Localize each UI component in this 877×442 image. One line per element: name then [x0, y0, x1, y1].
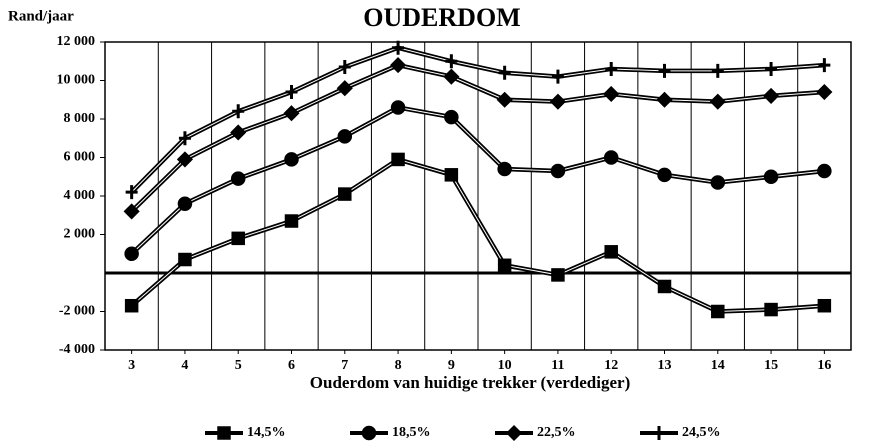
x-tick-label: 6 [288, 358, 295, 373]
data-point [123, 203, 140, 220]
legend-label: 18,5% [392, 425, 431, 440]
data-point [711, 63, 724, 78]
data-point [443, 68, 460, 85]
y-tick-label: 10 000 [57, 73, 96, 88]
data-point [338, 60, 351, 75]
x-tick-label: 5 [235, 358, 242, 373]
data-point [551, 69, 564, 84]
y-tick-label: 8 000 [64, 111, 96, 126]
data-point [124, 298, 139, 313]
data-point [551, 268, 565, 282]
data-point [232, 104, 245, 119]
data-point [338, 187, 352, 201]
y-tick-label: 4 000 [64, 188, 96, 203]
data-point [444, 168, 459, 182]
data-point [230, 124, 247, 141]
x-tick-label: 14 [711, 358, 725, 373]
data-point [657, 167, 672, 183]
legend-label: 14,5% [247, 425, 286, 440]
x-tick-label: 3 [128, 358, 135, 373]
x-tick-label: 10 [498, 358, 512, 373]
chart-title: OUDERDOM [363, 3, 520, 32]
x-axis-label: Ouderdom van huidige trekker (verdediger… [310, 373, 630, 392]
legend-label: 24,5% [682, 425, 721, 440]
series-line-inner [131, 64, 825, 212]
data-point [124, 246, 139, 261]
data-point [390, 100, 406, 115]
data-point [709, 93, 726, 110]
legend-label: 22,5% [537, 425, 576, 440]
x-tick-label: 15 [764, 358, 778, 373]
data-point [817, 298, 832, 313]
legend-marker [653, 426, 665, 440]
data-point [765, 61, 778, 76]
x-tick-label: 13 [658, 358, 672, 373]
series-line-inner [131, 106, 825, 255]
data-point [764, 302, 778, 317]
data-point [284, 152, 299, 167]
data-point [549, 93, 566, 110]
data-point [550, 163, 566, 179]
data-point [176, 151, 193, 168]
legend-marker [217, 426, 231, 440]
y-tick-label: 12 000 [57, 34, 96, 49]
y-tick-label: 6 000 [64, 150, 96, 165]
x-tick-label: 11 [551, 358, 564, 373]
y-tick-label: -2 000 [59, 304, 95, 319]
data-point [285, 85, 298, 100]
data-point [177, 196, 193, 211]
data-point [604, 245, 618, 259]
x-tick-label: 12 [604, 358, 618, 373]
data-point [656, 91, 673, 108]
data-point [178, 131, 191, 146]
data-point [711, 304, 725, 319]
data-point [445, 54, 458, 69]
data-point [283, 105, 300, 122]
data-point [496, 91, 513, 108]
data-point [817, 163, 832, 179]
data-point [818, 58, 831, 73]
data-point [763, 169, 779, 184]
data-point [497, 258, 512, 273]
data-point [284, 214, 299, 228]
data-point [498, 65, 511, 80]
data-point [392, 40, 405, 55]
series-line-inner [131, 158, 825, 313]
data-point [603, 85, 620, 103]
data-point [444, 109, 459, 125]
data-point [390, 57, 407, 74]
data-point [230, 171, 246, 186]
data-point [336, 80, 353, 97]
y-tick-label: 2 000 [64, 227, 96, 242]
data-point [763, 87, 780, 104]
data-point [125, 185, 138, 200]
x-tick-label: 4 [181, 358, 188, 373]
data-point [178, 252, 192, 267]
data-point [391, 152, 405, 167]
y-tick-label: -4 000 [59, 342, 95, 357]
data-point [337, 129, 353, 144]
x-tick-label: 7 [341, 358, 348, 373]
data-point [710, 175, 726, 190]
x-tick-label: 16 [817, 358, 831, 373]
y-axis-label: Rand/jaar [8, 8, 74, 24]
data-point [497, 161, 512, 177]
x-tick-label: 8 [395, 358, 402, 373]
legend-marker [505, 424, 523, 442]
data-point [603, 150, 619, 165]
data-point [816, 83, 833, 101]
data-point [658, 63, 671, 78]
data-point [605, 61, 618, 76]
data-point [231, 231, 245, 246]
legend-marker [361, 425, 377, 441]
series-line-inner [131, 47, 825, 193]
data-point [657, 279, 672, 294]
x-tick-label: 9 [448, 358, 455, 373]
